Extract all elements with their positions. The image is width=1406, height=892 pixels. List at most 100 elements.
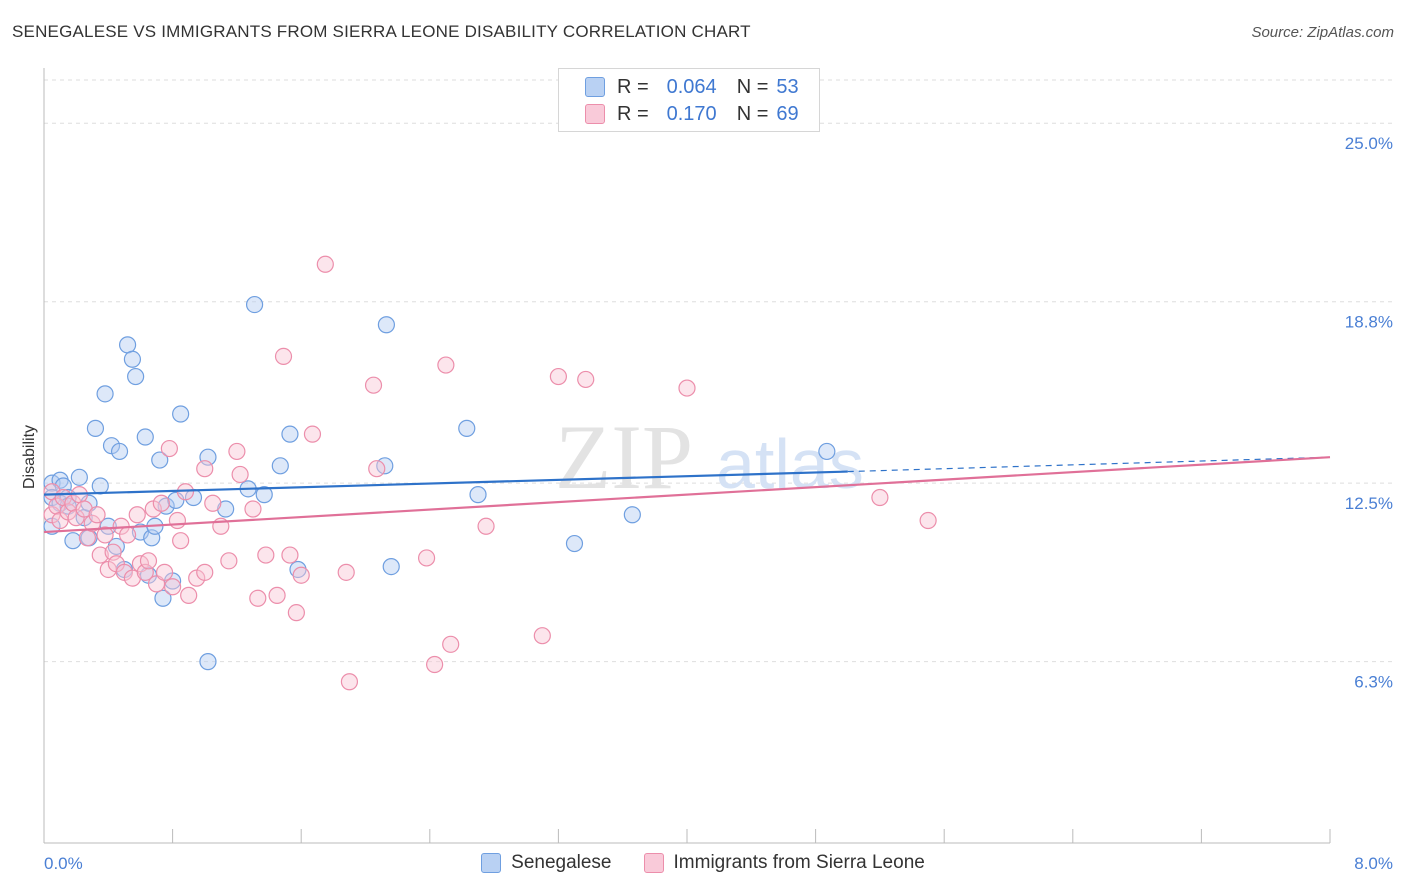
senegalese-point xyxy=(245,295,264,314)
sierra-leone-point xyxy=(118,526,137,544)
legend-item-senegalese[interactable]: Senegalese xyxy=(481,852,612,874)
senegalese-point xyxy=(154,589,172,607)
watermark-atlas: atlas xyxy=(716,425,864,503)
r-label: R = xyxy=(617,102,649,125)
senegalese-point xyxy=(172,405,190,423)
senegalese-point xyxy=(151,451,169,469)
sierra-leone-point xyxy=(477,517,495,535)
sierra-leone-point xyxy=(303,425,322,443)
sierra-leone-point xyxy=(577,370,595,389)
sierra-leone-point xyxy=(164,578,182,596)
sierra-leone-point xyxy=(172,532,190,550)
sierra-leone-point xyxy=(919,511,937,530)
senegalese-point xyxy=(157,497,175,515)
sierra-leone-point xyxy=(257,546,275,564)
sierra-leone-point xyxy=(274,347,293,366)
sierra-leone-point xyxy=(368,460,386,478)
sierra-leone-point xyxy=(364,376,383,394)
sierra-leone-point xyxy=(83,514,101,533)
stats-legend: R = 0.064 N = 53 R = 0.170 N = 69 xyxy=(558,68,820,132)
senegalese-point xyxy=(565,534,584,553)
sierra-leone-point xyxy=(268,586,286,604)
sierra-leone-point xyxy=(549,367,568,386)
trend-lines xyxy=(43,456,1331,534)
n-label: N = xyxy=(736,102,769,125)
sierra-leone-point xyxy=(204,494,222,512)
senegalese-point xyxy=(377,316,395,334)
sierra-leone-point xyxy=(196,460,214,478)
stats-legend-row-sierra-leone: R = 0.170 N = 69 xyxy=(585,101,799,127)
sierra-leone-point xyxy=(78,529,97,547)
sierra-leone-point xyxy=(287,604,305,622)
sierra-leone-point xyxy=(96,526,114,544)
sierra-leone-point xyxy=(426,655,444,674)
senegalese-point xyxy=(382,557,400,576)
legend-label-sierra-leone: Immigrants from Sierra Leone xyxy=(673,852,925,873)
y-tick-label: 25.0% xyxy=(1345,134,1393,153)
n-label: N = xyxy=(736,75,769,98)
senegalese-point xyxy=(818,442,836,461)
grid-lines xyxy=(44,79,1392,663)
senegalese-point xyxy=(86,419,105,437)
series-legend: Senegalese Immigrants from Sierra Leone xyxy=(0,852,1406,874)
legend-swatch-senegalese xyxy=(585,77,605,97)
senegalese-point xyxy=(458,419,476,437)
sierra-leone-point xyxy=(417,549,436,567)
sierra-leone-point xyxy=(340,673,359,691)
r-value: 0.170 xyxy=(666,102,717,125)
senegalese-point xyxy=(255,486,273,504)
legend-label-senegalese: Senegalese xyxy=(511,852,612,873)
watermark-zip: ZIP xyxy=(555,406,693,508)
sierra-leone-trend-line xyxy=(43,456,1331,534)
senegalese-point xyxy=(118,336,137,354)
senegalese-point xyxy=(469,486,487,504)
sierra-leone-point xyxy=(168,511,187,530)
sierra-leone-point xyxy=(678,379,696,397)
sierra-leone-point xyxy=(281,546,299,564)
sierra-leone-point xyxy=(220,552,238,570)
sierra-leone-point xyxy=(155,563,174,581)
sierra-leone-point xyxy=(437,356,455,374)
y-tick-label: 18.8% xyxy=(1345,313,1393,332)
senegalese-trend-extension xyxy=(847,456,1331,473)
sierra-leone-point xyxy=(196,563,214,581)
sierra-leone-point xyxy=(139,552,158,570)
legend-swatch-sierra-leone xyxy=(585,104,605,124)
legend-swatch-senegalese xyxy=(481,853,502,873)
chart-source: Source: ZipAtlas.com xyxy=(1251,24,1394,41)
r-label: R = xyxy=(617,75,649,98)
senegalese-point xyxy=(271,457,289,475)
sierra-leone-point xyxy=(337,563,355,581)
senegalese-point xyxy=(623,506,641,524)
sierra-leone-point xyxy=(533,627,551,645)
senegalese-trend-line xyxy=(43,470,848,496)
n-value: 69 xyxy=(776,102,799,125)
sierra-leone-point xyxy=(228,442,246,461)
sierra-leone-point xyxy=(152,494,170,512)
sierra-leone-point xyxy=(231,465,249,484)
sierra-leone-point xyxy=(871,488,889,507)
sierra-leone-point xyxy=(244,500,262,518)
sierra-leone-point xyxy=(88,506,106,524)
senegalese-point xyxy=(110,442,129,461)
y-tick-label: 12.5% xyxy=(1345,494,1393,513)
senegalese-point xyxy=(167,491,185,509)
watermark: ZIP atlas xyxy=(555,406,864,508)
axes xyxy=(43,68,1331,844)
sierra-leone-point xyxy=(442,635,460,653)
senegalese-point xyxy=(127,367,145,386)
legend-swatch-sierra-leone xyxy=(643,853,664,873)
sierra-leone-point xyxy=(91,546,109,564)
sierra-leone-point xyxy=(128,506,146,524)
sierra-leone-point xyxy=(180,586,198,604)
senegalese-point xyxy=(281,425,299,443)
chart-title: SENEGALESE VS IMMIGRANTS FROM SIERRA LEO… xyxy=(12,22,751,41)
senegalese-point xyxy=(64,532,82,550)
legend-item-sierra-leone[interactable]: Immigrants from Sierra Leone xyxy=(643,852,925,874)
senegalese-point xyxy=(70,468,88,486)
sierra-leone-point xyxy=(292,566,310,584)
senegalese-point xyxy=(199,653,217,671)
n-value: 53 xyxy=(776,75,799,98)
senegalese-point xyxy=(91,477,109,495)
